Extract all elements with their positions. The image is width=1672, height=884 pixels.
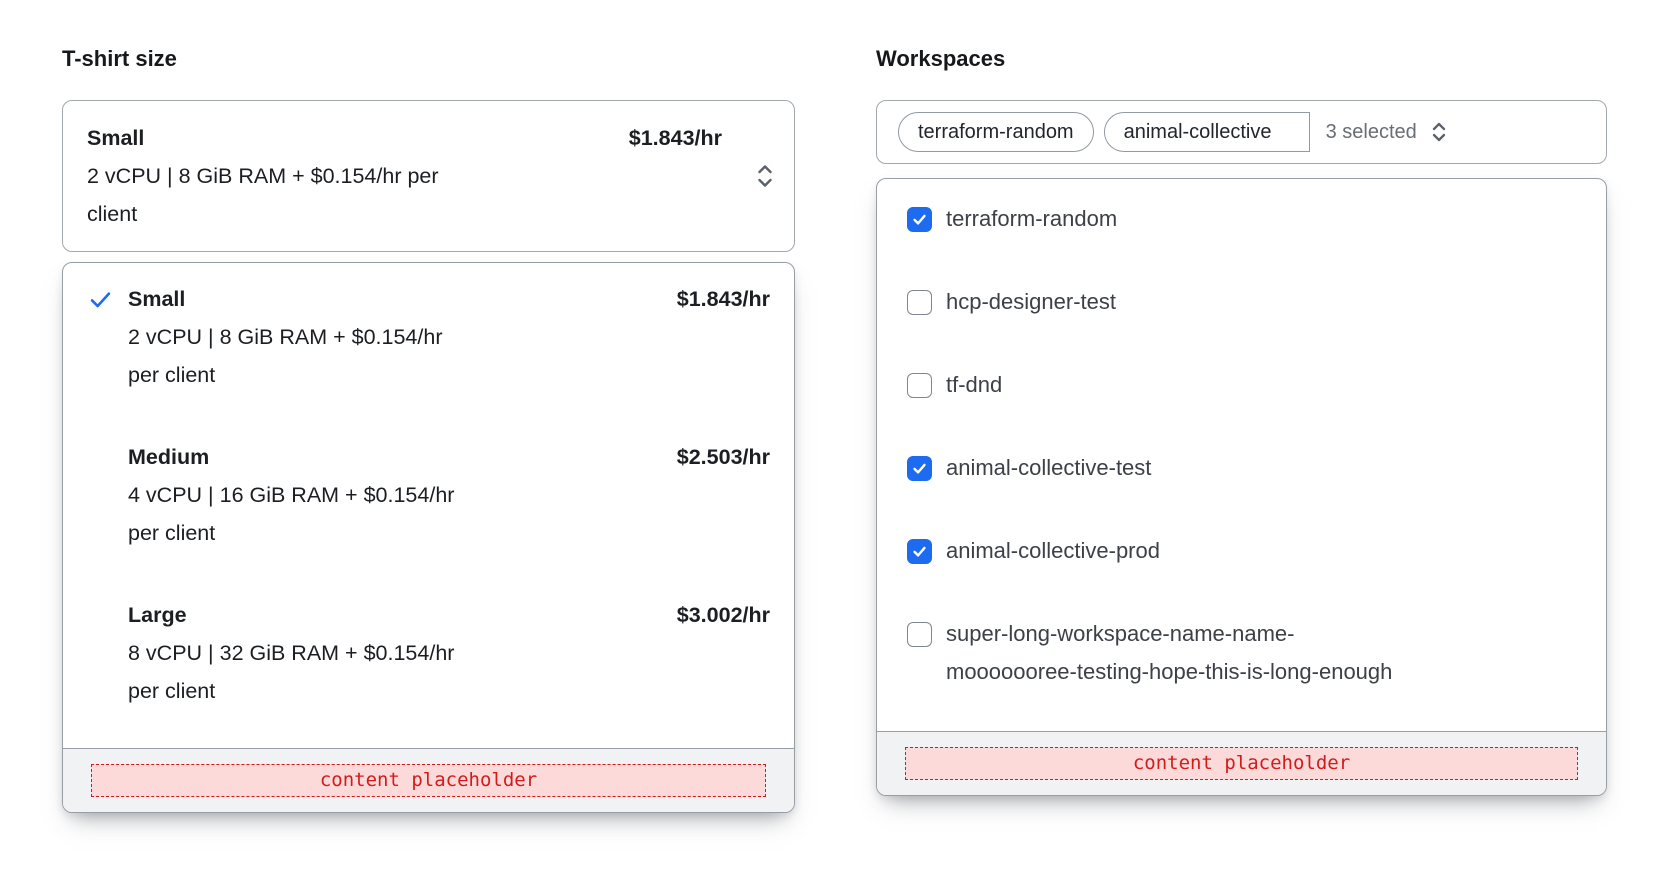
checkbox[interactable] <box>907 207 932 232</box>
option-price: $2.503/hr <box>676 445 770 469</box>
chevron-up-down-icon <box>1429 119 1449 145</box>
tshirt-size-label: T-shirt size <box>62 46 177 71</box>
selected-option-price: $1.843/hr <box>628 126 722 150</box>
workspace-name: animal-collective-test <box>946 455 1152 480</box>
tshirt-size-dropdown: Small $1.843/hr 2 vCPU | 8 GiB RAM + $0.… <box>62 262 795 813</box>
tag-animal-collective[interactable]: animal-collective <box>1103 112 1310 152</box>
option-description: 2 vCPU | 8 GiB RAM + $0.154/hr per clien… <box>128 325 443 387</box>
content-placeholder: content placeholder <box>905 747 1578 780</box>
option-title: Large <box>128 603 187 627</box>
workspaces-label: Workspaces <box>876 46 1006 71</box>
workspaces-dropdown: terraform-random hcp-designer-test tf-dn… <box>876 178 1607 796</box>
option-small[interactable]: Small $1.843/hr 2 vCPU | 8 GiB RAM + $0.… <box>87 280 770 394</box>
check-icon <box>87 280 128 394</box>
option-price: $3.002/hr <box>676 603 770 627</box>
option-title: Medium <box>128 445 210 469</box>
tag-terraform-random[interactable]: terraform-random <box>898 112 1094 152</box>
selected-count: 3 selected <box>1325 120 1417 143</box>
option-description: 4 vCPU | 16 GiB RAM + $0.154/hr per clie… <box>128 483 455 545</box>
workspace-option-super-long-workspace[interactable]: super-long-workspace-name-name- moooooor… <box>907 615 1578 691</box>
workspaces-multiselect-trigger[interactable]: terraform-random animal-collective 3 sel… <box>876 100 1607 164</box>
tshirt-size-field: T-shirt size Small $1.843/hr 2 vCPU | 8 … <box>62 44 795 813</box>
workspace-name: animal-collective-prod <box>946 538 1160 563</box>
checkbox[interactable] <box>907 622 932 647</box>
workspace-option-tf-dnd[interactable]: tf-dnd <box>907 366 1578 404</box>
dropdown-footer: content placeholder <box>877 731 1606 795</box>
workspace-name: hcp-designer-test <box>946 289 1116 314</box>
checkbox[interactable] <box>907 539 932 564</box>
workspace-option-terraform-random[interactable]: terraform-random <box>907 200 1578 238</box>
content-placeholder: content placeholder <box>91 764 766 797</box>
check-icon <box>87 438 128 552</box>
selected-option-row: Small $1.843/hr <box>87 119 770 157</box>
tshirt-size-select-trigger[interactable]: Small $1.843/hr 2 vCPU | 8 GiB RAM + $0.… <box>62 100 795 252</box>
option-description: 8 vCPU | 32 GiB RAM + $0.154/hr per clie… <box>128 641 455 703</box>
selected-option-title: Small <box>87 126 145 150</box>
option-price: $1.843/hr <box>676 287 770 311</box>
workspaces-field: Workspaces terraform-random animal-colle… <box>876 44 1607 796</box>
check-icon <box>87 596 128 710</box>
option-large[interactable]: Large $3.002/hr 8 vCPU | 32 GiB RAM + $0… <box>87 596 770 710</box>
workspace-option-hcp-designer-test[interactable]: hcp-designer-test <box>907 283 1578 321</box>
dropdown-footer: content placeholder <box>63 748 794 812</box>
tshirt-option-list: Small $1.843/hr 2 vCPU | 8 GiB RAM + $0.… <box>63 263 794 748</box>
option-medium[interactable]: Medium $2.503/hr 4 vCPU | 16 GiB RAM + $… <box>87 438 770 552</box>
workspace-option-animal-collective-test[interactable]: animal-collective-test <box>907 449 1578 487</box>
checkbox[interactable] <box>907 290 932 315</box>
option-title: Small <box>128 287 186 311</box>
workspace-name: tf-dnd <box>946 372 1003 397</box>
workspace-option-animal-collective-prod[interactable]: animal-collective-prod <box>907 532 1578 570</box>
workspace-name: super-long-workspace-name-name- moooooor… <box>946 621 1393 684</box>
workspace-option-list: terraform-random hcp-designer-test tf-dn… <box>877 179 1606 731</box>
chevron-up-down-icon <box>754 161 776 191</box>
checkbox[interactable] <box>907 456 932 481</box>
workspace-name: terraform-random <box>946 206 1118 231</box>
checkbox[interactable] <box>907 373 932 398</box>
selected-option-description: 2 vCPU | 8 GiB RAM + $0.154/hr per clien… <box>87 164 439 226</box>
